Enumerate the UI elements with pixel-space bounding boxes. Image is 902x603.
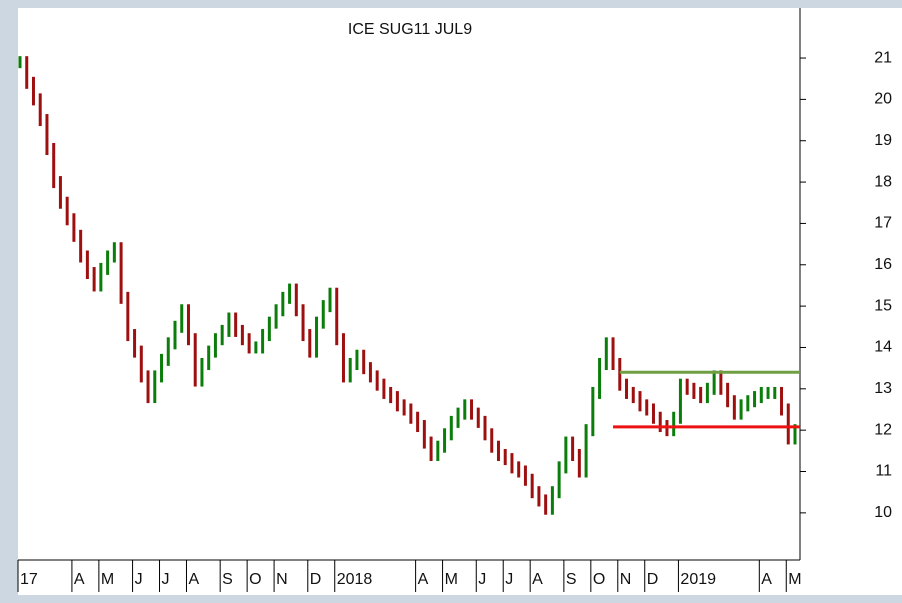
x-tick-label: O xyxy=(249,571,261,588)
y-tick-label: 14 xyxy=(874,339,892,356)
x-tick-label: M xyxy=(445,571,458,588)
x-tick-label: S xyxy=(222,571,233,588)
x-tick-label: 17 xyxy=(20,571,38,588)
x-tick-label: M xyxy=(788,571,801,588)
x-tick-label: O xyxy=(593,571,605,588)
x-tick-label: 2019 xyxy=(680,571,716,588)
x-tick-label: A xyxy=(188,571,199,588)
x-tick-label: N xyxy=(620,571,632,588)
x-tick-label: D xyxy=(310,571,322,588)
y-tick-label: 16 xyxy=(874,256,892,273)
x-tick-label: J xyxy=(478,571,486,588)
plot-background xyxy=(18,8,902,595)
x-tick-label: J xyxy=(162,571,170,588)
y-tick-label: 19 xyxy=(874,132,892,149)
x-tick-label: A xyxy=(418,571,429,588)
x-tick-label: N xyxy=(276,571,288,588)
x-tick-label: J xyxy=(505,571,513,588)
x-tick-label: A xyxy=(532,571,543,588)
x-tick-label: S xyxy=(566,571,577,588)
y-tick-label: 12 xyxy=(874,421,892,438)
y-tick-label: 10 xyxy=(874,504,892,521)
x-tick-label: D xyxy=(647,571,659,588)
x-tick-label: A xyxy=(761,571,772,588)
y-tick-label: 20 xyxy=(874,91,892,108)
y-tick-label: 13 xyxy=(874,380,892,397)
chart-title: ICE SUG11 JUL9 xyxy=(348,21,472,38)
y-tick-label: 21 xyxy=(874,49,892,66)
y-tick-label: 11 xyxy=(875,463,892,480)
x-tick-label: J xyxy=(135,571,143,588)
x-tick-label: 2018 xyxy=(337,571,373,588)
y-tick-label: 18 xyxy=(874,173,892,190)
x-tick-label: A xyxy=(74,571,85,588)
y-tick-label: 15 xyxy=(874,297,892,314)
y-tick-label: 17 xyxy=(874,215,892,232)
x-tick-label: M xyxy=(101,571,114,588)
